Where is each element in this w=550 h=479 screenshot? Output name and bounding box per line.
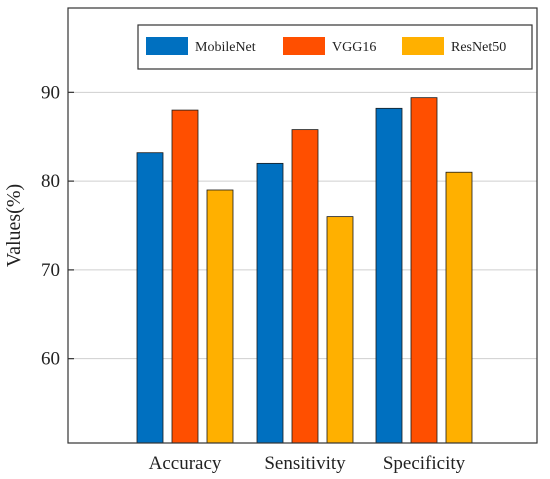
- bar-vgg16-sensitivity: [291, 129, 319, 444]
- legend-swatch-resnet50: [402, 37, 444, 55]
- legend-label-resnet50: ResNet50: [451, 40, 506, 55]
- x-category-label: Accuracy: [149, 453, 222, 474]
- bar-resnet50-sensitivity: [326, 216, 354, 444]
- y-tick-label: 90: [41, 82, 60, 103]
- legend-label-vgg16: VGG16: [332, 40, 376, 55]
- x-category-label: Sensitivity: [264, 453, 346, 474]
- legend: MobileNet VGG16 ResNet50: [137, 24, 533, 70]
- x-category-label: Specificity: [383, 453, 466, 474]
- plot-frame: [67, 7, 538, 444]
- legend-box: [137, 24, 533, 70]
- y-axis-label: Values(%): [3, 184, 25, 267]
- legend-swatch-vgg16: [283, 37, 325, 55]
- bar-resnet50-specificity: [445, 171, 473, 444]
- legend-swatch-mobilenet: [146, 37, 188, 55]
- bar-mobilenet-accuracy: [136, 152, 164, 444]
- bar-resnet50-accuracy: [206, 189, 234, 444]
- legend-label-mobilenet: MobileNet: [195, 40, 256, 55]
- x-axis-categories: Accuracy Sensitivity Specificity: [149, 453, 466, 474]
- bar-mobilenet-sensitivity: [256, 162, 284, 444]
- y-tick-label: 70: [41, 260, 60, 281]
- bar-vgg16-accuracy: [171, 109, 199, 444]
- y-tick-label: 80: [41, 171, 60, 192]
- bar-mobilenet-specificity: [375, 107, 403, 444]
- bar-vgg16-specificity: [410, 97, 438, 444]
- y-axis-ticks: 60 70 80 90: [41, 82, 74, 370]
- y-tick-label: 60: [41, 349, 60, 370]
- bars: [136, 97, 473, 444]
